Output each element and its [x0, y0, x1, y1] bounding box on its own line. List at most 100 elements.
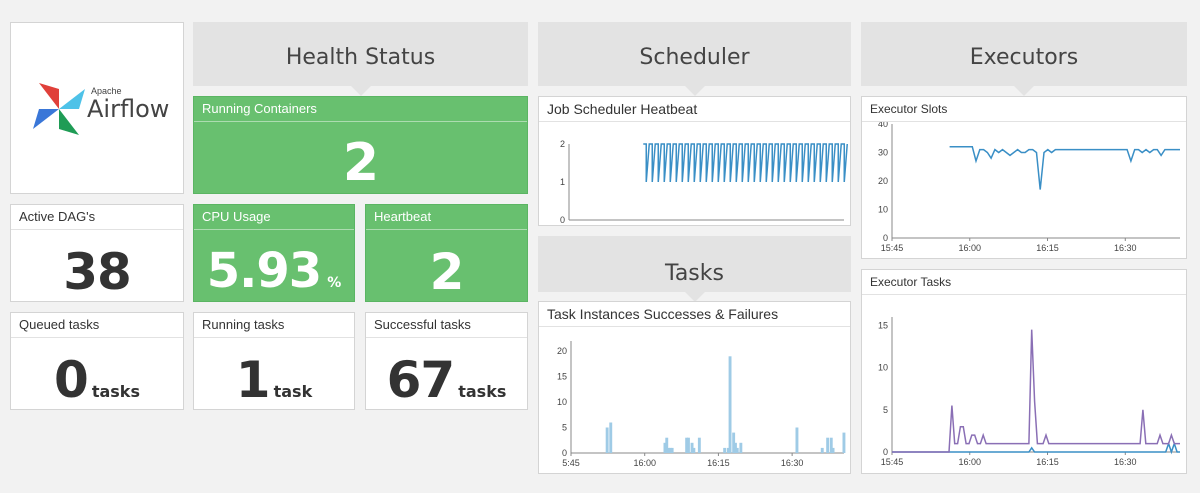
task-bar: [732, 432, 736, 453]
cpu-usage-tile[interactable]: CPU Usage 5.93%: [193, 204, 355, 302]
tile-title: Queued tasks: [11, 313, 183, 338]
x-tick-label: 5:45: [562, 458, 580, 468]
executor-tasks-graph[interactable]: Executor Tasks 0 5 10 15 15:45 16:00 16:15 16:3…: [861, 269, 1187, 474]
task-bar: [726, 447, 730, 453]
y-tick-label: 10: [557, 397, 567, 407]
task-bar: [795, 427, 799, 453]
x-tick-label: 16:30: [1114, 243, 1137, 253]
tile-value: 2: [342, 133, 379, 193]
y-tick-label: 5: [562, 423, 567, 433]
task-bar: [665, 437, 669, 453]
x-tick-label: 16:15: [1036, 243, 1059, 253]
tile-title: Heartbeat: [366, 205, 527, 230]
task-bar: [687, 437, 690, 453]
task-bar: [609, 422, 613, 453]
logo-small-text: Apache: [91, 86, 122, 96]
task-bar: [820, 447, 824, 453]
task-bar: [690, 442, 694, 453]
y-tick-label: 5: [883, 405, 888, 415]
graph-title: Executor Tasks: [862, 270, 1186, 295]
x-tick-label: 16:30: [781, 458, 804, 468]
task-bar: [692, 447, 696, 453]
running-tasks-tile[interactable]: Running tasks 1 task: [193, 312, 355, 410]
task-bar: [663, 442, 667, 453]
tile-unit: %: [327, 275, 342, 291]
job-scheduler-heartbeat-graph[interactable]: Job Scheduler Heatbeat 0 1 2: [538, 96, 851, 226]
graph-title: Job Scheduler Heatbeat: [539, 97, 850, 122]
tile-value-wrap: 67 tasks: [366, 351, 527, 409]
tile-value: 5.93: [206, 243, 322, 299]
tile-value: 2: [429, 243, 465, 301]
tile-title: Successful tasks: [366, 313, 527, 338]
y-tick-label: 10: [878, 363, 888, 373]
section-notch: [684, 86, 705, 96]
x-tick-label: 16:15: [1036, 457, 1059, 467]
executor-slots-chart: 0 10 20 30 40 15:45 16:00 16:15 16:30: [878, 122, 1180, 253]
y-tick-label: 1: [560, 177, 565, 187]
section-title: Executors: [969, 45, 1079, 70]
x-tick-label: 16:00: [633, 458, 656, 468]
exec-purple-series-line: [892, 329, 1180, 453]
tile-title: Running tasks: [194, 313, 354, 338]
running-containers-tile[interactable]: Running Containers 2: [193, 96, 528, 194]
task-bar: [668, 447, 672, 453]
y-tick-label: 15: [557, 372, 567, 382]
y-tick-label: 2: [560, 139, 565, 149]
task-instances-graph[interactable]: Task Instances Successes & Failures 0 5 10…: [538, 301, 851, 474]
logo-large-text: Airflow: [87, 95, 170, 123]
y-tick-label: 10: [878, 205, 888, 215]
active-dags-tile[interactable]: Active DAG's 38: [10, 204, 184, 302]
executors-header: Executors: [861, 22, 1187, 96]
tile-value: 67: [386, 351, 456, 409]
task-bar: [734, 442, 737, 453]
scheduler-header: Scheduler: [538, 22, 851, 96]
section-notch: [684, 292, 705, 302]
tile-title: Active DAG's: [11, 205, 183, 230]
y-tick-label: 15: [878, 320, 888, 330]
exec-blue-series-line: [892, 441, 1180, 455]
executor-slots-graph[interactable]: Executor Slots 0 10 20 30 40 15:45 16:00 16:15 1…: [861, 96, 1187, 259]
health-status-header: Health Status: [193, 22, 528, 96]
heartbeat-tile[interactable]: Heartbeat 2: [365, 204, 528, 302]
task-bar: [831, 447, 835, 453]
task-bar: [723, 447, 727, 453]
y-tick-label: 0: [883, 233, 888, 243]
tile-unit: tasks: [458, 382, 507, 401]
y-tick-label: 40: [878, 122, 888, 129]
x-tick-label: 16:30: [1114, 457, 1137, 467]
y-tick-label: 30: [878, 148, 888, 158]
heartbeat-series-line: [643, 143, 848, 183]
queued-tasks-tile[interactable]: Queued tasks 0 tasks: [10, 312, 184, 410]
airflow-pinwheel-icon: [33, 83, 85, 135]
tile-title: Running Containers: [194, 97, 527, 122]
task-bar: [735, 447, 739, 453]
section-notch: [1014, 86, 1034, 96]
graph-title: Executor Slots: [862, 97, 1186, 122]
y-tick-label: 20: [557, 346, 567, 356]
x-tick-label: 16:00: [958, 243, 981, 253]
task-bar: [670, 447, 674, 453]
x-tick-label: 15:45: [881, 457, 904, 467]
task-bar: [685, 437, 689, 453]
task-bar: [728, 356, 732, 453]
task-bar: [829, 437, 833, 453]
x-tick-label: 16:00: [958, 457, 981, 467]
executor-tasks-chart: 0 5 10 15 15:45 16:00 16:15 16:30: [878, 317, 1180, 467]
x-tick-label: 15:45: [881, 243, 904, 253]
section-notch: [350, 86, 371, 96]
x-tick-label: 16:15: [707, 458, 730, 468]
task-instances-chart: 0 5 10 15 20 5:45 16:00 16:15 16:30: [557, 341, 846, 468]
task-bar: [842, 432, 846, 453]
successful-tasks-tile[interactable]: Successful tasks 67 tasks: [365, 312, 528, 410]
section-title: Health Status: [285, 45, 436, 70]
logo-tile: Apache Airflow: [10, 22, 184, 194]
tile-unit: tasks: [91, 382, 140, 401]
tile-value-wrap: 1 task: [194, 351, 354, 409]
task-bar: [739, 442, 743, 453]
slots-series-line: [949, 146, 1180, 190]
tile-value-wrap: 0 tasks: [11, 351, 183, 409]
y-tick-label: 0: [562, 448, 567, 458]
section-title: Scheduler: [639, 45, 750, 70]
tile-value: 0: [54, 351, 89, 409]
tile-value: 38: [63, 243, 132, 301]
